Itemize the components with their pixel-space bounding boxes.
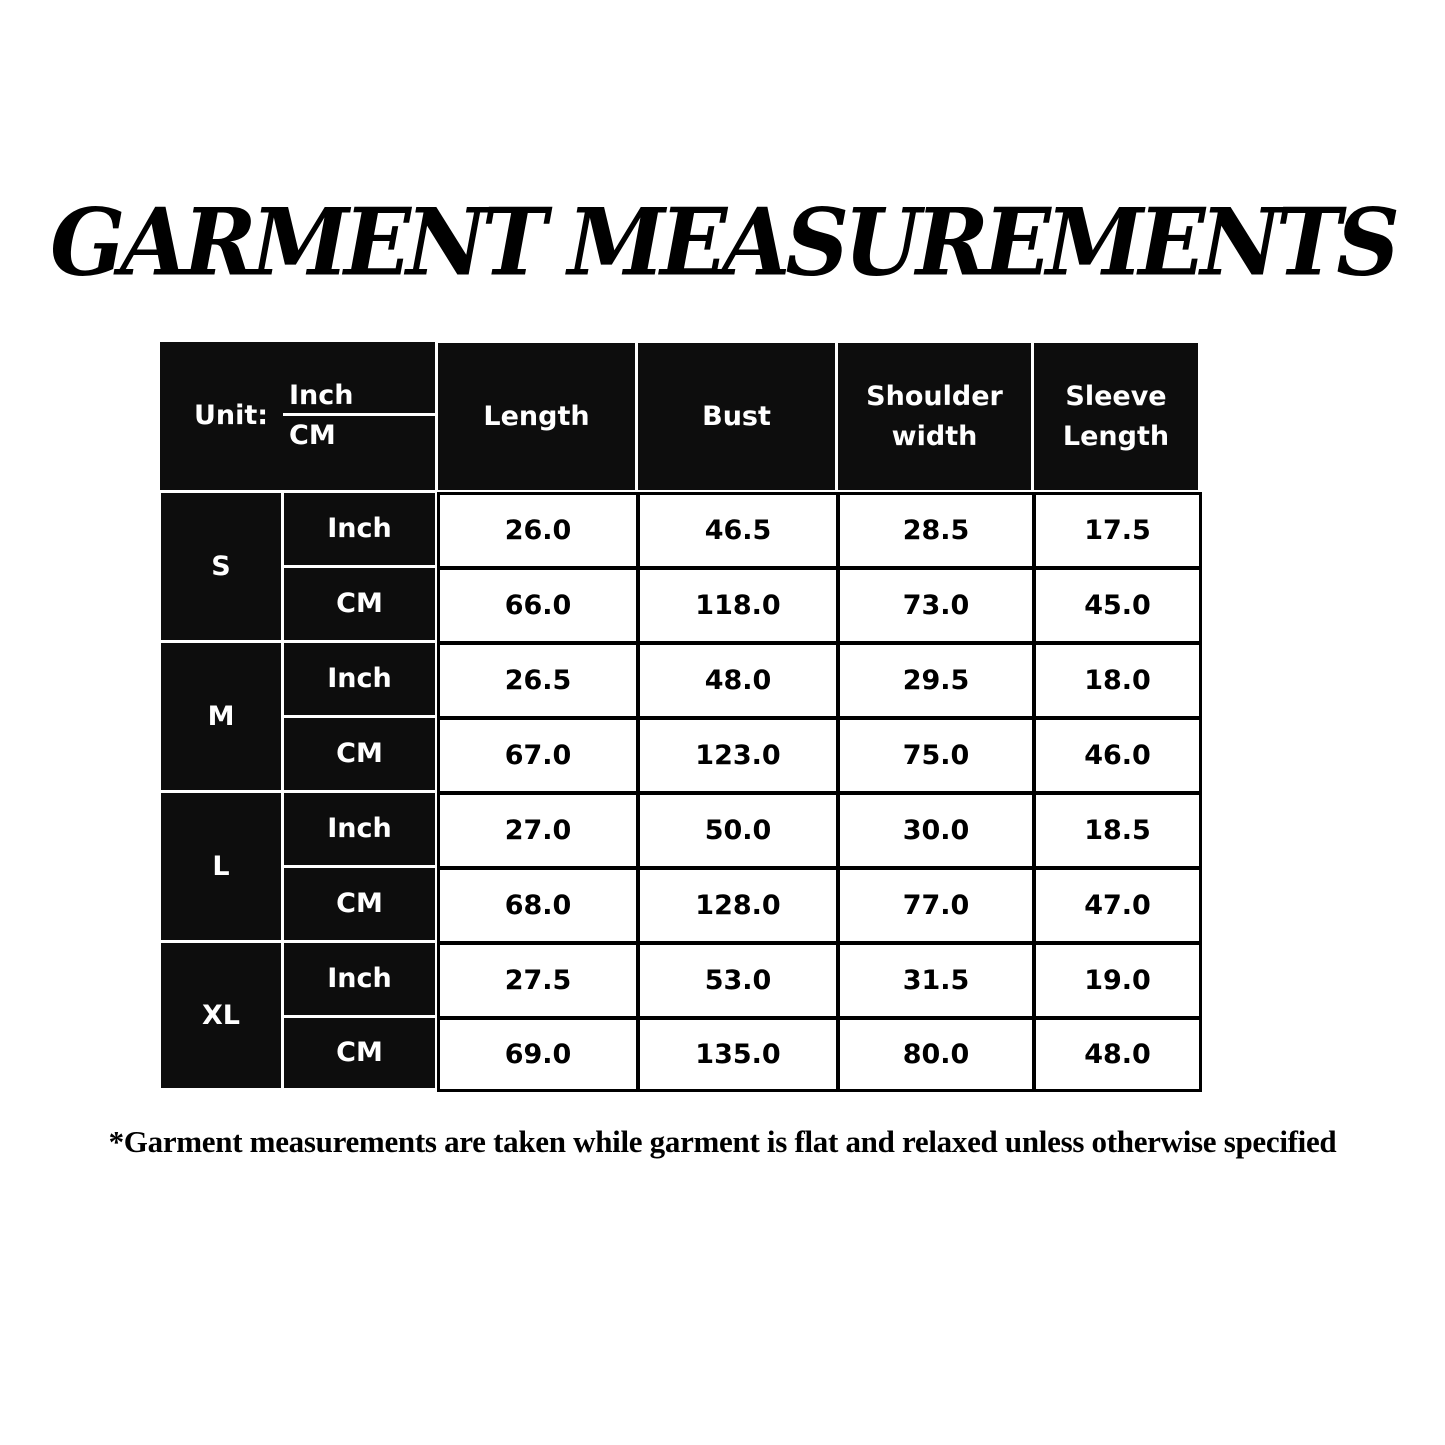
table-cell: 77.0 (837, 867, 1035, 944)
unit-label: Unit: (194, 400, 269, 431)
unit-label: CM (284, 868, 435, 940)
unit-label: CM (284, 1018, 435, 1088)
table-cell: 73.0 (837, 567, 1035, 644)
unit-label: Inch (284, 793, 435, 865)
table-cell: 30.0 (837, 792, 1035, 869)
table-cell: 47.0 (1033, 867, 1202, 944)
size-label: L (161, 793, 281, 940)
table-cell: 28.5 (837, 492, 1035, 569)
column-header: Sleeve Length (1034, 343, 1198, 490)
table-cell: 45.0 (1033, 567, 1202, 644)
table-cell: 18.0 (1033, 642, 1202, 719)
size-label: S (161, 493, 281, 640)
unit-bottom-label: CM (289, 420, 336, 451)
table-cell: 50.0 (637, 792, 839, 869)
column-header: Length (438, 343, 635, 490)
table-cell: 123.0 (637, 717, 839, 794)
unit-label: CM (284, 568, 435, 640)
table-cell: 66.0 (437, 567, 639, 644)
unit-label: CM (284, 718, 435, 790)
table-cell: 19.0 (1033, 942, 1202, 1019)
table-cell: 46.5 (637, 492, 839, 569)
unit-label: Inch (284, 943, 435, 1015)
size-label: M (161, 643, 281, 790)
unit-label: Inch (284, 643, 435, 715)
table-cell: 75.0 (837, 717, 1035, 794)
table-cell: 27.5 (437, 942, 639, 1019)
column-header: Shoulder width (838, 343, 1031, 490)
table-cell: 27.0 (437, 792, 639, 869)
table-cell: 46.0 (1033, 717, 1202, 794)
table-cell: 29.5 (837, 642, 1035, 719)
size-label: XL (161, 943, 281, 1088)
table-cell: 31.5 (837, 942, 1035, 1019)
unit-header-cell (160, 342, 435, 490)
table-cell: 26.5 (437, 642, 639, 719)
table-cell: 67.0 (437, 717, 639, 794)
page-title: GARMENT MEASUREMENTS (50, 187, 1400, 297)
table-cell: 48.0 (637, 642, 839, 719)
table-cell: 68.0 (437, 867, 639, 944)
table-cell: 135.0 (637, 1017, 839, 1092)
unit-top-label: Inch (289, 380, 354, 411)
unit-label: Inch (284, 493, 435, 565)
table-cell: 53.0 (637, 942, 839, 1019)
table-cell: 17.5 (1033, 492, 1202, 569)
table-cell: 18.5 (1033, 792, 1202, 869)
column-header: Bust (638, 343, 835, 490)
unit-divider (283, 413, 436, 416)
table-cell: 128.0 (637, 867, 839, 944)
footnote: *Garment measurements are taken while ga… (108, 1124, 1337, 1159)
table-cell: 69.0 (437, 1017, 639, 1092)
table-cell: 80.0 (837, 1017, 1035, 1092)
table-cell: 118.0 (637, 567, 839, 644)
table-cell: 48.0 (1033, 1017, 1202, 1092)
table-cell: 26.0 (437, 492, 639, 569)
